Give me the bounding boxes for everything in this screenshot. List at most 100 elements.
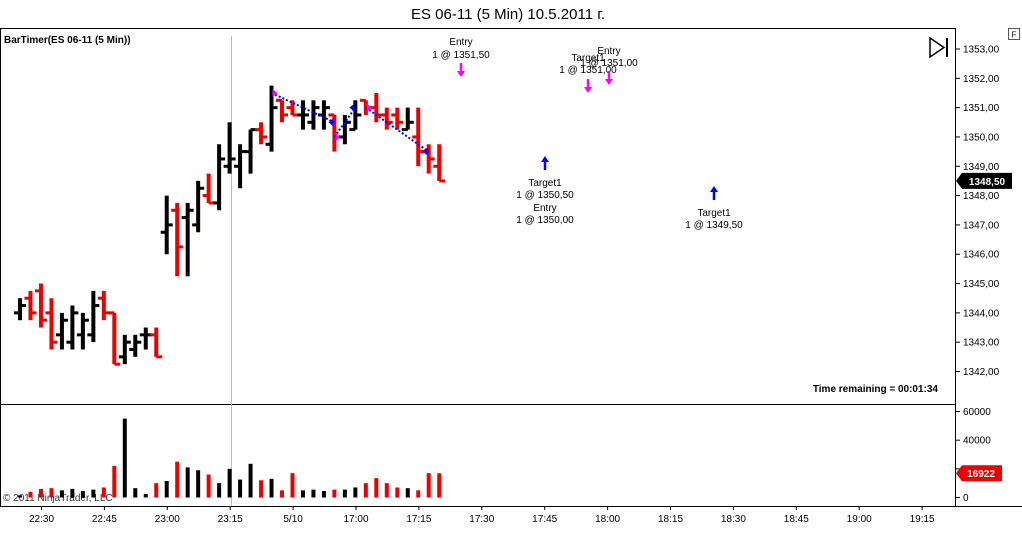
ohlc-bar [391, 107, 404, 130]
ohlc-bar [307, 100, 320, 130]
price-axis: 1342,00 1343,00 1344,00 1345,00 1346,00 1347,… [956, 45, 1000, 378]
ohlc-bar [150, 327, 163, 359]
trade-line [365, 106, 430, 153]
time-tick-label: 19:00 [847, 514, 872, 525]
ohlc-bar [213, 144, 226, 211]
last-price-label: 1348,50 [969, 177, 1006, 188]
arrow-down-head [584, 87, 592, 93]
ohlc-bar [76, 312, 89, 350]
ohlc-bar [34, 283, 47, 328]
time-tick-label: 18:45 [784, 514, 809, 525]
skip-forward-icon[interactable] [929, 36, 948, 59]
exit-triangle [328, 118, 334, 127]
ohlc-bar [14, 298, 26, 321]
ohlc-bar [433, 144, 446, 183]
arrow-up-head [710, 186, 718, 192]
last-volume-label: 16922 [967, 469, 995, 480]
time-tick-label: 18:15 [658, 514, 683, 525]
time-tick-label: 17:00 [343, 514, 368, 525]
time-tick-label: 23:15 [218, 514, 243, 525]
ohlc-bar [255, 122, 268, 145]
time-axis: 22:30 22:45 23:00 23:15 5/10 17:00 17:15 17:30 1… [29, 506, 935, 525]
chart-title: ES 06-11 (5 Min) 10.5.2011 г. [411, 6, 605, 23]
marker-price-label: 1 @ 1351,00 [559, 65, 617, 76]
ohlc-bar [192, 180, 205, 233]
entry-marker: Entry 1 @ 1351,50 [432, 37, 490, 77]
exit-triangle [422, 147, 428, 156]
volume-axis: 0200004000060000 [956, 407, 991, 504]
time-tick-label: 22:45 [92, 514, 117, 525]
volume-bars [18, 418, 442, 498]
marker-price-label: 1 @ 1351,00 [580, 58, 638, 69]
volume-tick-label: 60000 [963, 407, 991, 418]
ohlc-bar [181, 202, 194, 277]
arrow-down-head [457, 71, 465, 77]
price-tick-label: 1348,00 [963, 191, 1000, 202]
marker-label: Target1 [571, 53, 605, 64]
copyright-label: © 2011 NinjaTrader, LLC [3, 493, 113, 504]
price-tick-label: 1347,00 [963, 220, 1000, 231]
exit-triangle [349, 103, 355, 112]
price-tick-label: 1346,00 [963, 250, 1000, 261]
time-tick-label: 19:15 [910, 514, 935, 525]
ohlc-bar [24, 290, 37, 321]
ohlc-bar [87, 290, 100, 343]
price-tick-label: 1344,00 [963, 308, 1000, 319]
ohlc-bar [296, 100, 309, 130]
time-tick-label: 5/10 [283, 514, 303, 525]
price-tick-label: 1351,00 [963, 103, 1000, 114]
ohlc-bar [401, 107, 414, 132]
ohlc-bar [66, 305, 79, 350]
price-tick-label: 1353,00 [963, 45, 1000, 56]
price-panel-frame [0, 28, 956, 507]
marker-label: Entry [449, 37, 472, 48]
ohlc-bars [14, 85, 446, 366]
volume-tick-label: 40000 [963, 436, 991, 447]
marker-label: Target1 [528, 178, 562, 189]
time-tick-label: 18:30 [721, 514, 746, 525]
ohlc-bar [108, 311, 121, 366]
last-price-badge: 1348,50 [956, 172, 1012, 189]
price-tick-label: 1342,00 [963, 367, 1000, 378]
ohlc-bar [160, 195, 173, 255]
time-remaining-label: Time remaining = 00:01:34 [813, 384, 939, 395]
ohlc-bar [380, 107, 393, 130]
marker-label: Entry [533, 203, 556, 214]
price-tick-label: 1352,00 [963, 74, 1000, 85]
ohlc-bar [223, 122, 236, 174]
price-tick-label: 1349,00 [963, 162, 1000, 173]
ohlc-bar [118, 334, 131, 365]
f-button[interactable]: F [1008, 28, 1020, 40]
ohlc-bar [55, 312, 68, 350]
ohlc-bar [276, 98, 288, 123]
marker-price-label: 1 @ 1351,50 [432, 50, 490, 61]
entry-triangle [366, 103, 372, 112]
ohlc-bar [171, 202, 184, 277]
ohlc-bar [349, 100, 362, 132]
time-tick-label: 23:00 [155, 514, 180, 525]
marker-price-label: 1 @ 1350,00 [516, 215, 574, 226]
entry-triangle [272, 88, 278, 97]
marker-price-label: 1 @ 1350,50 [516, 190, 574, 201]
marker-label: Entry [597, 46, 620, 57]
price-tick-label: 1350,00 [963, 132, 1000, 143]
ohlc-bar [129, 334, 142, 357]
entry-triangle [335, 132, 341, 141]
f-button-label: F [1012, 31, 1017, 40]
last-volume-badge: 16922 [956, 465, 1002, 482]
arrow-down-head [605, 79, 613, 85]
ohlc-bar [265, 85, 278, 152]
arrow-up-head [541, 156, 549, 162]
ohlc-bar [45, 298, 58, 350]
time-tick-label: 17:30 [469, 514, 494, 525]
volume-tick-label: 0 [963, 493, 969, 504]
time-tick-label: 22:30 [29, 514, 54, 525]
marker-label: Target1 [697, 208, 731, 219]
trade-line [271, 92, 335, 124]
